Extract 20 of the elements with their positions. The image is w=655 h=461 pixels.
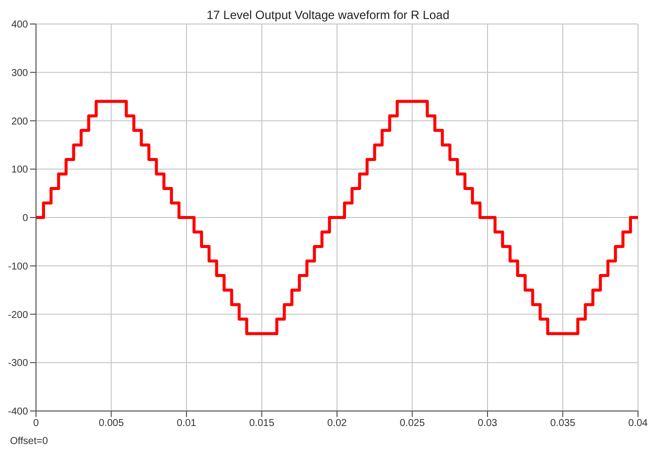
x-tick-label: 0.02 [327,418,348,430]
x-tick-label: 0.03 [478,418,498,430]
y-tick-label: 0 [22,213,28,224]
y-tick-label: 200 [11,116,28,128]
y-tick-label: -400 [8,406,28,418]
y-tick-label: -200 [8,310,28,321]
y-tick-label: 400 [11,20,28,31]
x-tick-label: 0.015 [249,418,275,430]
text: Offset=0 [10,436,48,447]
x-tick-label: 0.04 [628,418,648,430]
y-tick-label: 300 [11,68,28,79]
x-tick-label: 0.005 [98,418,124,430]
x-tick-label: 0.025 [400,418,426,430]
chart-title: 17 Level Output Voltage waveform for R Load [206,8,450,22]
x-tick-label: 0.01 [176,418,197,430]
y-tick-label: -300 [8,358,28,370]
y-tick-label: 100 [11,164,28,176]
y-tick-label: -100 [8,261,28,272]
x-tick-label: 0 [33,418,40,430]
x-tick-label: 0.035 [550,418,576,430]
